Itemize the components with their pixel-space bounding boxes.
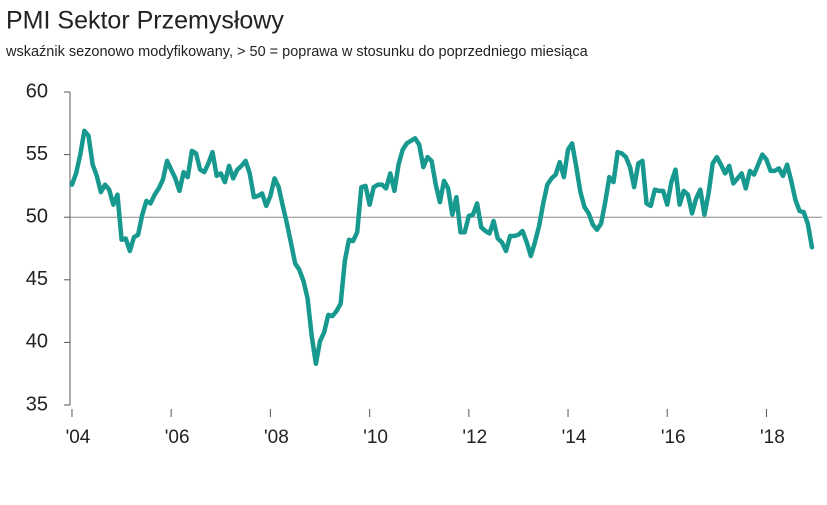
y-tick-label: 60 xyxy=(26,80,48,102)
y-tick-label: 40 xyxy=(26,331,48,353)
y-tick-label: 45 xyxy=(26,268,48,290)
chart-subtitle: wskaźnik sezonowo modyfikowany, > 50 = p… xyxy=(5,44,589,60)
x-tick-label: '16 xyxy=(661,427,686,448)
x-tick-label: '04 xyxy=(66,427,91,448)
y-tick-label: 50 xyxy=(26,205,48,227)
x-tick-label: '18 xyxy=(760,427,785,448)
x-tick-label: '06 xyxy=(165,427,190,448)
x-tick-label: '12 xyxy=(462,427,487,448)
y-tick-label: 55 xyxy=(26,143,48,165)
x-tick-label: '10 xyxy=(363,427,388,448)
y-tick-label: 35 xyxy=(26,393,48,415)
x-tick-label: '08 xyxy=(264,427,289,448)
data-line xyxy=(69,128,815,366)
chart-title: PMI Sektor Przemysłowy xyxy=(6,7,284,35)
x-tick-label: '14 xyxy=(562,427,587,448)
